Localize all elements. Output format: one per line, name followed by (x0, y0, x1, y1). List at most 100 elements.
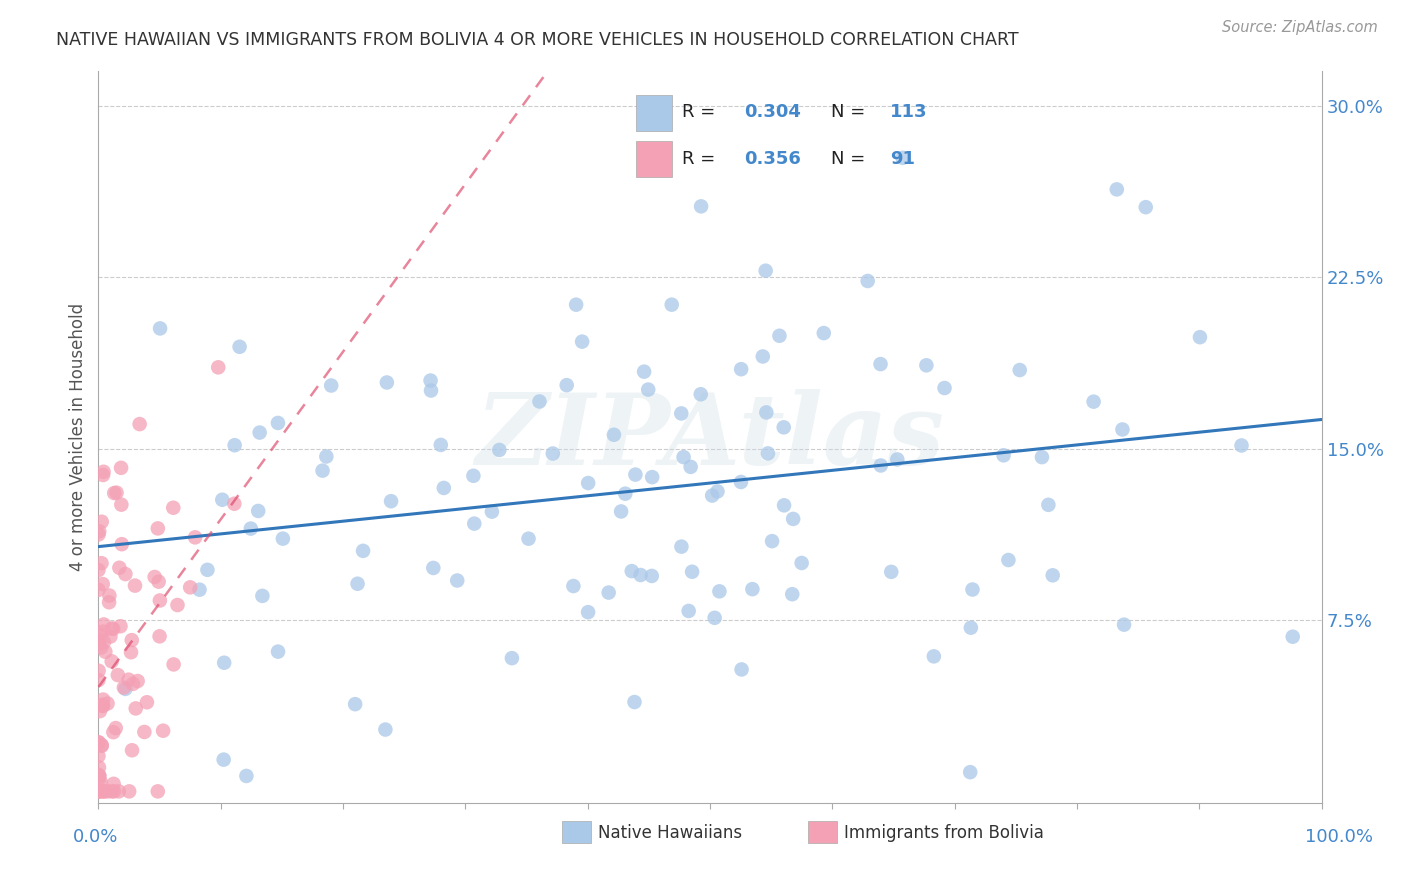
Point (100, 654, 122, 668)
Point (89, 524, 111, 539)
Point (110, 619, 132, 633)
Point (121, 633, 143, 648)
Point (671, 540, 693, 554)
Point (98, 589, 121, 603)
Point (89, 627, 111, 641)
Point (761, 534, 783, 549)
Point (114, 567, 136, 582)
Point (90, 738, 112, 752)
Text: 0.356: 0.356 (745, 150, 801, 168)
Point (212, 753, 235, 767)
Point (224, 497, 246, 511)
Point (211, 492, 233, 507)
Point (87, 772, 110, 787)
Point (103, 622, 125, 636)
Point (1083, 394, 1105, 409)
Point (997, 553, 1019, 567)
Point (915, 359, 938, 373)
Point (420, 384, 443, 398)
Point (87, 527, 110, 541)
Point (247, 504, 270, 518)
Point (689, 387, 711, 401)
Point (813, 326, 835, 340)
Point (91, 624, 114, 639)
Point (89, 704, 111, 718)
Point (135, 695, 157, 709)
Point (110, 498, 132, 512)
Point (87, 664, 110, 678)
Text: NATIVE HAWAIIAN VS IMMIGRANTS FROM BOLIVIA 4 OR MORE VEHICLES IN HOUSEHOLD CORRE: NATIVE HAWAIIAN VS IMMIGRANTS FROM BOLIV… (56, 31, 1019, 49)
Point (311, 464, 333, 478)
Point (702, 489, 724, 503)
Point (87, 582, 110, 597)
Point (98, 595, 121, 609)
Point (228, 340, 250, 354)
Point (93, 465, 115, 479)
Point (1230, 438, 1253, 452)
Point (235, 769, 257, 783)
Point (249, 425, 271, 440)
Point (111, 537, 134, 551)
Point (637, 383, 659, 397)
Point (112, 681, 135, 695)
Point (730, 362, 752, 376)
Point (128, 417, 150, 431)
Point (87, 673, 110, 687)
Point (110, 460, 132, 475)
Point (91, 698, 114, 712)
Text: 0.304: 0.304 (745, 103, 801, 121)
Point (90, 556, 112, 570)
Point (1281, 630, 1303, 644)
Point (91, 468, 114, 483)
Point (120, 645, 142, 659)
Point (598, 585, 620, 599)
Point (89, 769, 111, 783)
Point (93, 635, 115, 649)
Point (1111, 422, 1133, 436)
Point (433, 481, 456, 495)
Point (149, 321, 172, 335)
Point (197, 563, 219, 577)
Point (709, 584, 731, 599)
Point (93, 617, 115, 632)
Point (430, 438, 453, 452)
Point (87, 632, 110, 647)
Point (87, 735, 110, 749)
Point (344, 697, 367, 711)
Point (703, 611, 725, 625)
Point (741, 582, 763, 596)
Text: 0.0%: 0.0% (73, 828, 118, 846)
Point (121, 743, 143, 757)
Point (162, 500, 184, 515)
Point (678, 604, 700, 618)
Point (780, 587, 803, 601)
Point (679, 459, 702, 474)
Point (463, 468, 485, 483)
Point (576, 605, 599, 619)
Point (960, 621, 983, 635)
Point (118, 673, 141, 687)
Point (152, 723, 174, 738)
Point (501, 651, 523, 665)
Point (603, 427, 626, 442)
Point (934, 381, 956, 395)
Text: 113: 113 (890, 103, 928, 121)
Point (184, 530, 207, 544)
Point (90, 739, 112, 753)
Point (773, 499, 796, 513)
Point (1112, 617, 1135, 632)
FancyBboxPatch shape (636, 141, 672, 177)
Point (756, 446, 779, 460)
Point (91, 577, 114, 591)
Point (103, 777, 125, 791)
Point (755, 263, 778, 277)
Point (87, 768, 110, 782)
Point (89, 784, 111, 798)
Point (179, 580, 201, 594)
Point (127, 674, 149, 689)
Point (224, 438, 246, 452)
Point (962, 582, 984, 597)
Point (267, 645, 290, 659)
Point (565, 298, 588, 312)
Point (103, 486, 125, 500)
